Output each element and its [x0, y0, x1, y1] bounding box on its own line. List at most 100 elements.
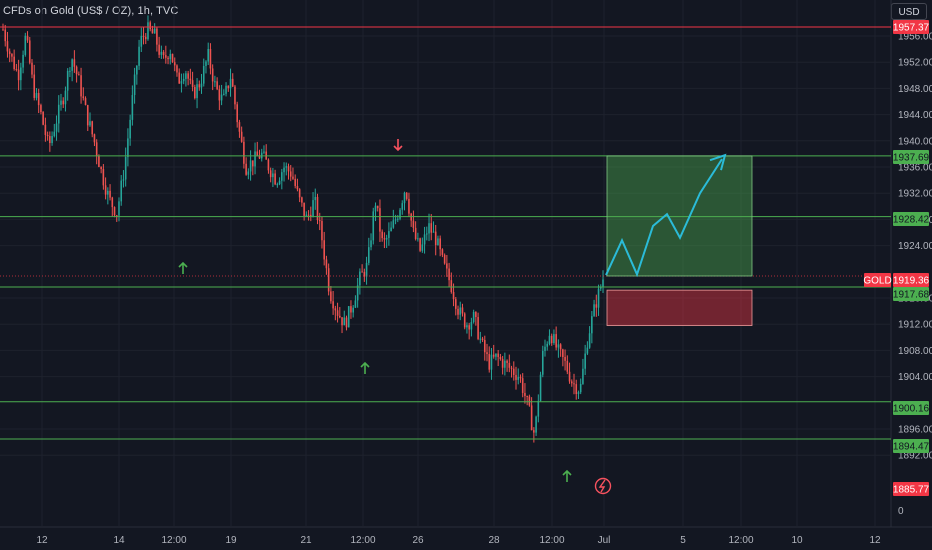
x-tick-label-3: 19 — [225, 535, 237, 546]
candle-body-256 — [573, 383, 575, 385]
candle-body-50 — [113, 207, 116, 216]
candle-body-264 — [591, 316, 593, 334]
price-axis: 1956.00 1952.00 1948.00 1944.00 1940.00 1936.… — [898, 32, 932, 518]
candle-body-209 — [468, 325, 470, 330]
price-label-box-resistance-1937 — [893, 150, 929, 164]
price-label-box-resistance-1928 — [893, 212, 929, 226]
candle-body-93 — [209, 49, 212, 69]
candle-body-147 — [330, 291, 332, 302]
chart-title: CFDs on Gold (US$ / OZ), 1h, TVC — [3, 5, 179, 17]
candle-body-75 — [169, 53, 172, 60]
grid — [0, 0, 891, 527]
candle-body-146 — [327, 268, 330, 292]
candle-body-199 — [446, 263, 448, 269]
candle-body-94 — [211, 68, 214, 82]
candle-body-28 — [64, 90, 67, 105]
candle-body-196 — [439, 238, 441, 250]
candle-body-129 — [289, 171, 292, 177]
candle-body-151 — [339, 315, 341, 318]
candle-body-102 — [229, 78, 232, 89]
candle-body-57 — [129, 119, 131, 139]
candle-body-258 — [577, 392, 580, 395]
candle-body-25 — [57, 104, 60, 124]
candle-body-227 — [508, 362, 511, 368]
price-label-box-support-1900 — [893, 401, 929, 415]
candle-body-60 — [136, 65, 138, 75]
candle-body-47 — [107, 190, 109, 195]
candle-body-156 — [350, 306, 352, 313]
arrow-up-3 — [562, 469, 572, 482]
candle-body-126 — [283, 167, 285, 173]
candle-body-239 — [535, 416, 537, 433]
candle-body-217 — [486, 352, 488, 355]
candle-body-97 — [218, 89, 221, 101]
candle-body-182 — [408, 198, 410, 214]
candle-body-163 — [365, 262, 368, 277]
candle-body-143 — [321, 220, 323, 241]
candle-body-63 — [142, 35, 145, 37]
candle-body-78 — [176, 65, 178, 73]
candle-body-101 — [227, 85, 230, 89]
candle-body-77 — [173, 62, 176, 66]
candle-body-15 — [35, 92, 38, 98]
x-tick-label-0: 12 — [36, 535, 48, 546]
candle-body-114 — [256, 151, 259, 157]
y-tick-label-12: 1904.00 — [898, 372, 932, 383]
candle-body-43 — [98, 155, 100, 168]
candle-body-85 — [191, 80, 194, 87]
x-tick-label-8: 12:00 — [539, 535, 564, 546]
candle-body-149 — [334, 308, 337, 311]
price-label-bottom-level: 1885.77 — [893, 485, 930, 496]
candles — [2, 15, 604, 443]
candle-body-204 — [457, 308, 459, 315]
candle-body-104 — [234, 86, 236, 105]
candle-body-83 — [187, 73, 189, 79]
candle-body-159 — [356, 285, 359, 301]
price-label-resistance-1937: 1937.69 — [893, 153, 930, 164]
candle-body-38 — [86, 105, 89, 126]
candle-body-203 — [454, 299, 457, 309]
y-tick-label-6: 1932.00 — [898, 189, 932, 200]
candle-body-223 — [499, 356, 502, 360]
candle-body-106 — [238, 122, 241, 132]
candle-body-30 — [69, 70, 71, 72]
candle-body-79 — [178, 72, 181, 84]
candle-body-170 — [381, 231, 383, 239]
candle-body-178 — [399, 209, 401, 219]
candle-body-155 — [347, 306, 350, 328]
candle-body-27 — [62, 100, 65, 105]
candle-body-135 — [303, 202, 305, 216]
candle-body-176 — [394, 219, 397, 221]
y-tick-label-13: 1896.00 — [898, 425, 932, 436]
candle-body-16 — [37, 92, 40, 106]
candle-body-145 — [325, 259, 328, 269]
candle-body-210 — [470, 322, 473, 330]
candle-body-243 — [544, 346, 546, 351]
candle-body-190 — [425, 233, 428, 235]
candle-body-266 — [595, 304, 598, 308]
candle-body-86 — [194, 86, 196, 99]
replay-icon[interactable] — [594, 477, 612, 495]
candle-body-74 — [167, 57, 169, 60]
candle-body-249 — [557, 344, 560, 348]
candle-body-18 — [42, 112, 44, 125]
y-tick-label-3: 1944.00 — [898, 110, 932, 121]
candle-body-96 — [216, 81, 218, 90]
symbol-tag: GOLD — [863, 276, 891, 287]
candle-body-158 — [354, 300, 357, 308]
candle-body-13 — [31, 62, 33, 75]
candle-body-61 — [138, 46, 140, 66]
candle-body-71 — [160, 51, 163, 55]
candle-body-237 — [530, 405, 533, 431]
candle-body-48 — [109, 190, 111, 198]
price-label-support-1900: 1900.16 — [893, 404, 930, 415]
candle-body-125 — [281, 172, 283, 181]
candle-body-108 — [243, 141, 245, 164]
candle-body-165 — [370, 240, 372, 248]
candle-body-233 — [521, 378, 524, 393]
candle-body-164 — [367, 247, 370, 263]
arrow-up-2 — [360, 361, 370, 374]
x-tick-label-6: 26 — [412, 535, 424, 546]
candle-body-154 — [345, 317, 348, 328]
